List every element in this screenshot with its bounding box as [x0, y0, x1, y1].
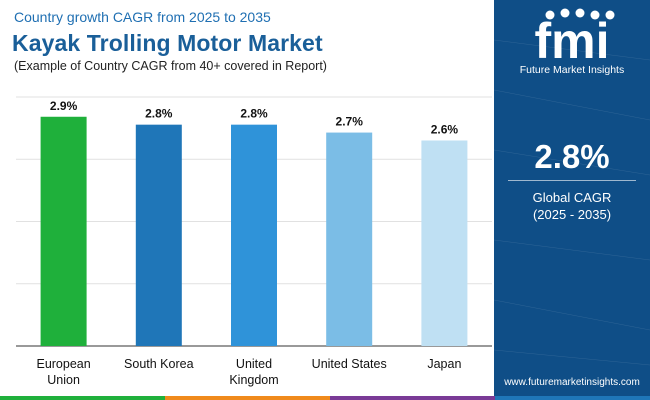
category-label: European: [36, 357, 90, 371]
category-labels: European Union South Korea United Kingdom Uni…: [36, 357, 461, 387]
fmi-logo: fmi Future Market Insights: [494, 6, 650, 76]
value-label: 2.8%: [240, 107, 268, 121]
page-subtitle: (Example of Country CAGR from 40+ covere…: [14, 59, 327, 73]
category-label: United States: [312, 357, 387, 371]
global-cagr-period: (2025 - 2035): [532, 207, 612, 222]
bar-south-korea: [135, 124, 182, 347]
fmi-logo-mark: fmi: [535, 8, 615, 69]
logo-caption: Future Market Insights: [519, 64, 625, 76]
category-label: Union: [47, 373, 80, 387]
bottom-bar-segment: [165, 396, 330, 400]
bar-united-kingdom: [231, 124, 277, 347]
page-title: Kayak Trolling Motor Market: [12, 30, 323, 56]
category-label: Japan: [427, 357, 461, 371]
value-label: 2.6%: [431, 122, 459, 136]
side-panel: fmi Future Market Insights 2.8% Global C…: [494, 0, 650, 396]
bottom-bar-segment: [330, 396, 495, 400]
global-cagr-value: 2.8%: [534, 138, 610, 175]
bar-european-union: [40, 116, 87, 346]
bottom-color-bar: [0, 396, 650, 400]
header-top-line: Country growth CAGR from 2025 to 2035: [14, 9, 271, 25]
logo-text: fmi: [535, 13, 610, 64]
category-label: United: [236, 357, 272, 371]
panel-texture: [494, 39, 650, 366]
bottom-bar-segment: [495, 396, 650, 400]
website-url[interactable]: www.futuremarketinsights.com: [504, 377, 640, 388]
bar-united-states: [326, 132, 373, 346]
bars: [40, 116, 468, 347]
value-label: 2.7%: [336, 115, 364, 129]
value-labels: 2.9% 2.8% 2.8% 2.7% 2.6%: [50, 99, 458, 137]
category-label: Kingdom: [229, 373, 278, 387]
divider: [508, 180, 636, 181]
value-label: 2.9%: [50, 99, 78, 113]
value-label: 2.8%: [145, 107, 173, 121]
global-cagr-label: Global CAGR: [532, 190, 612, 205]
category-label: South Korea: [124, 357, 194, 371]
bar-japan: [421, 140, 468, 346]
bottom-bar-segment: [0, 396, 165, 400]
